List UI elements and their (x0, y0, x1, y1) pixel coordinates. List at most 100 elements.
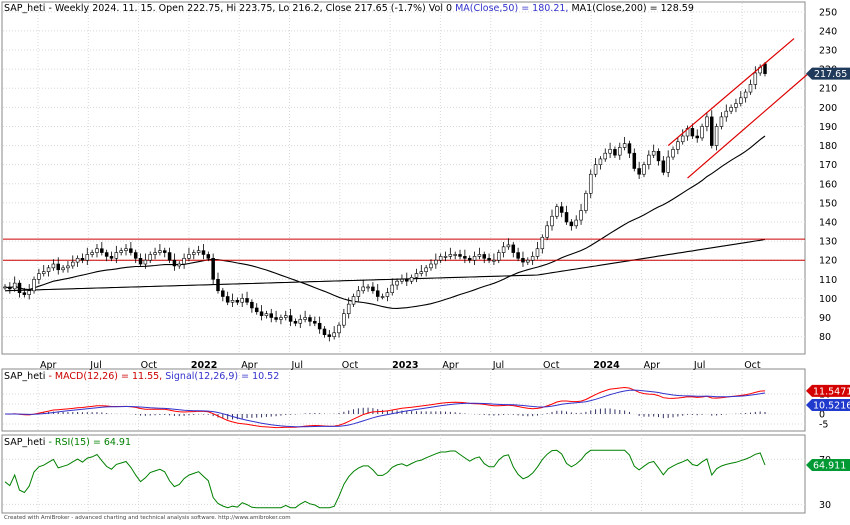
candle-body (482, 254, 486, 259)
candle-body (472, 256, 477, 261)
candle-body (409, 277, 414, 282)
candle-body (254, 307, 259, 313)
candle-body (753, 72, 758, 85)
x-axis-tick-label: Oct (744, 360, 761, 371)
candle-body (46, 267, 51, 272)
signal-value-badge (806, 398, 850, 411)
x-axis-tick-label: Apr (442, 360, 459, 371)
candle-body (511, 244, 516, 253)
price-info: - Weekly 2024. 11. 15. Open 222.75, Hi 2… (45, 3, 455, 14)
candle-body (192, 252, 196, 255)
horizontal-levels (3, 238, 805, 261)
candle-body (656, 150, 661, 162)
x-axis-tick-label: Oct (543, 360, 560, 371)
price-axis-tick-label: 240 (819, 26, 837, 37)
macd-panel[interactable] (1, 368, 806, 432)
candle-body (37, 273, 41, 280)
footer-credit: Created with AmiBroker - advanced charti… (4, 515, 291, 521)
rsi-panel[interactable] (1, 434, 806, 514)
candle-body (385, 292, 390, 297)
candle-body (424, 267, 428, 272)
candle-body (12, 282, 17, 290)
candle-body (700, 126, 704, 139)
candle-body (434, 259, 438, 265)
candle-body (588, 173, 593, 194)
macd-legend: - MACD(12,26) = 11.55, (45, 371, 165, 382)
candle-body (8, 286, 12, 290)
price-panel[interactable] (1, 1, 806, 355)
candle-body (540, 236, 545, 250)
price-axis-tick-label: 170 (819, 160, 837, 171)
candle-body (119, 250, 123, 253)
price-axis-tick-label: 150 (819, 198, 837, 209)
candle-body (109, 256, 114, 259)
candle-body (487, 257, 491, 261)
candle-body (250, 301, 254, 309)
trend-channel (667, 38, 814, 179)
candle-body (763, 63, 767, 74)
x-axis-tick-label: 2024 (593, 360, 620, 371)
candle-body (375, 290, 380, 297)
price-axis-tick-label: 190 (819, 122, 837, 133)
x-axis-tick-label: Apr (644, 360, 661, 371)
candle-body (550, 215, 554, 227)
candle-body (41, 271, 46, 274)
candle-body (627, 143, 632, 154)
candle-body (637, 168, 641, 175)
macd-header: SAP_heti - MACD(12,26) = 11.55, Signal(1… (4, 371, 279, 382)
candle-body (133, 252, 138, 259)
candle-body (162, 250, 167, 253)
moving-averages (4, 135, 766, 309)
candle-body (104, 252, 109, 257)
candle-body (17, 282, 22, 293)
candle-body (559, 206, 564, 213)
candle-body (400, 279, 404, 282)
signal-line (5, 389, 766, 428)
candle-body (380, 296, 385, 298)
candle-body (564, 212, 569, 223)
candle-body (618, 147, 622, 156)
candle-body (569, 221, 574, 227)
candle-body (138, 257, 143, 265)
rsi-legend: - RSI(15) = 64.91 (45, 437, 131, 448)
x-axis-tick-label: Jul (89, 360, 101, 371)
candle-body (642, 164, 646, 175)
candle-body (555, 206, 559, 217)
candle-body (714, 126, 719, 146)
ma200-line (4, 238, 766, 292)
candle-body (739, 97, 743, 104)
channel-upper-line (667, 38, 795, 147)
candle-body (129, 248, 133, 253)
price-candles (3, 61, 767, 342)
ma50-line (4, 135, 766, 309)
candle-body (390, 284, 395, 293)
price-header: SAP_heti - Weekly 2024. 11. 15. Open 222… (4, 3, 694, 14)
price-axis-tick-label: 80 (819, 332, 831, 343)
candle-body (647, 154, 651, 165)
candle-body (501, 246, 506, 253)
price-axis-tick-label: 140 (819, 217, 837, 228)
candle-body (100, 248, 104, 253)
candle-body (206, 254, 211, 259)
candle-body (414, 273, 419, 278)
macd-symbol: SAP_heti (4, 371, 45, 382)
candle-body (308, 317, 312, 322)
x-axis-tick-label: Oct (141, 360, 158, 371)
price-axis-tick-label: 100 (819, 294, 837, 305)
candle-body (75, 257, 80, 263)
rsi-symbol: SAP_heti (4, 437, 45, 448)
candle-body (497, 252, 501, 261)
candle-body (632, 152, 637, 169)
candle-body (709, 116, 714, 146)
candle-body (526, 259, 530, 263)
x-axis-tick-label: Jul (492, 360, 504, 371)
price-axis-tick-label: 180 (819, 141, 837, 152)
candle-body (405, 279, 409, 282)
candle-body (230, 300, 235, 303)
macd-axis-tick-label: -5 (819, 420, 828, 431)
candle-body (56, 263, 61, 271)
candle-body (429, 263, 433, 269)
price-axis-tick-label: 110 (819, 275, 837, 286)
candle-body (371, 286, 375, 292)
